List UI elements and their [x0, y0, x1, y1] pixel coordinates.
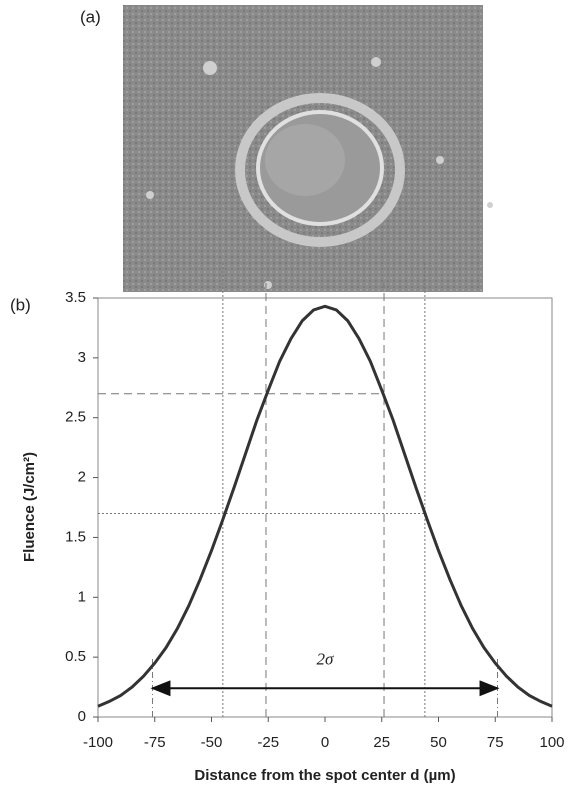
y-axis-label: Fluence (J/cm²): [21, 452, 38, 562]
y-tick-label: 1.5: [65, 528, 86, 545]
x-tick-label: 75: [487, 734, 504, 751]
y-tick-label: 3.5: [65, 289, 86, 306]
x-tick-label: 0: [321, 734, 329, 751]
x-tick-label: -75: [144, 734, 166, 751]
x-tick-label: 50: [430, 734, 447, 751]
x-tick-label: -25: [257, 734, 279, 751]
panel-label: (b): [10, 295, 31, 314]
line-series: [97, 304, 553, 708]
y-tick-label: 0: [78, 708, 86, 725]
annotation: 2σ: [317, 650, 335, 669]
panel-label: (a): [80, 7, 101, 26]
x-tick-label: 100: [539, 734, 564, 751]
x-tick-label: -100: [83, 734, 113, 751]
y-tick-label: 0.5: [65, 648, 86, 665]
x-axis-label: Distance from the spot center d (µm): [194, 767, 455, 784]
y-tick-label: 3: [78, 349, 86, 366]
x-tick-label: -50: [201, 734, 223, 751]
sem-image: [123, 5, 493, 292]
x-tick-label: 25: [373, 734, 390, 751]
y-tick-label: 2: [78, 469, 86, 486]
y-tick-label: 1: [78, 588, 86, 605]
y-tick-label: 2.5: [65, 409, 86, 426]
